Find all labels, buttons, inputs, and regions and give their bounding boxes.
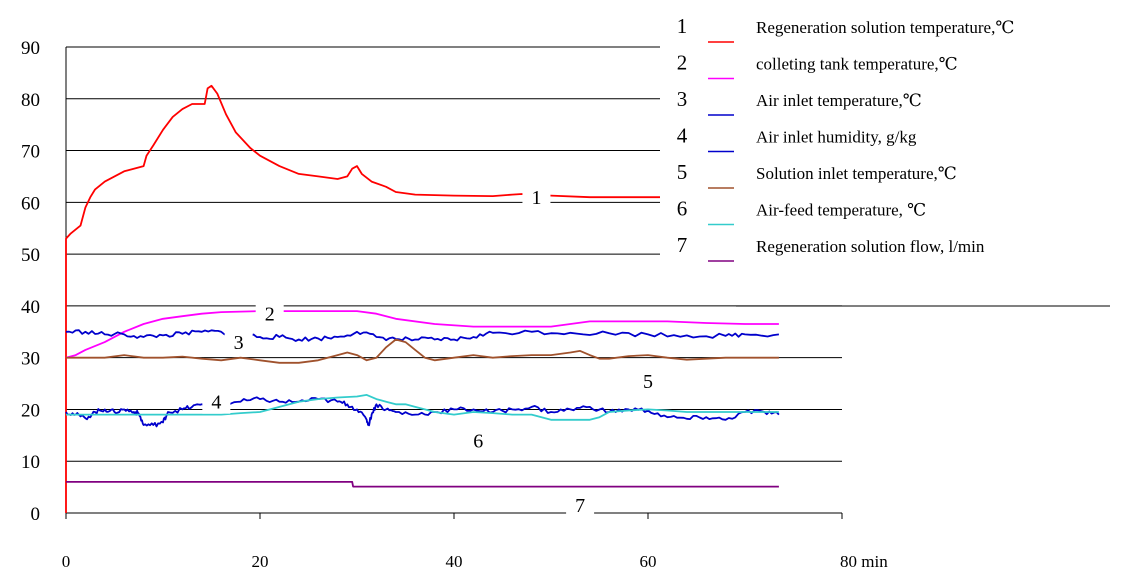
y-tick-label: 60 — [21, 193, 40, 214]
series-label-bg — [522, 183, 551, 210]
y-tick-label: 0 — [31, 504, 41, 525]
legend-label: Regeneration solution temperature,℃ — [756, 18, 1014, 37]
legend-label: Air inlet temperature,℃ — [756, 91, 922, 110]
series-label-bg — [255, 299, 284, 326]
series-6-line — [66, 394, 779, 421]
series-label-bg — [566, 491, 595, 518]
series-4-label: 4 — [211, 392, 221, 414]
legend-number: 2 — [677, 51, 688, 75]
series-lines — [65, 84, 780, 513]
y-tick-label: 30 — [21, 349, 40, 370]
series-5-label: 5 — [643, 371, 653, 393]
legend-label: Regeneration solution flow, l/min — [756, 237, 985, 256]
y-tick-label: 50 — [21, 245, 40, 266]
series-label-bg — [634, 366, 662, 393]
series-label-bg — [202, 387, 231, 414]
x-tick-label: 60 — [640, 552, 657, 571]
y-tick-label: 20 — [21, 400, 40, 421]
legend-background — [660, 0, 1122, 305]
legend-label: Air-feed temperature, ℃ — [756, 201, 926, 220]
x-tick-label: 40 — [446, 552, 463, 571]
y-tick-label: 90 — [21, 38, 40, 59]
y-tick-label: 40 — [21, 297, 40, 318]
series-6-label: 6 — [473, 431, 483, 453]
x-tick-labels: 0 20 40 60 — [62, 552, 657, 571]
series-3-line — [65, 329, 780, 342]
legend-label: colleting tank temperature,℃ — [756, 55, 958, 74]
legend: 1 Regeneration solution temperature,℃ 2 col… — [660, 0, 1122, 307]
series-7-line — [66, 481, 779, 488]
legend-number: 3 — [677, 87, 688, 111]
legend-number: 6 — [677, 197, 688, 221]
legend-number: 5 — [677, 160, 688, 184]
y-tick-label: 80 — [21, 90, 40, 111]
x-tick-label: 0 — [62, 552, 71, 571]
series-2-line — [65, 310, 779, 359]
series-label-bg — [464, 426, 493, 453]
legend-number: 7 — [677, 233, 688, 257]
legend-label: Solution inlet temperature,℃ — [756, 164, 957, 183]
y-tick-label: 10 — [21, 452, 40, 473]
series-2-label: 2 — [265, 304, 275, 326]
series-1-label: 1 — [531, 187, 541, 209]
x-axis-unit-label: 80 min — [840, 552, 888, 571]
y-tick-labels: 0 10 20 30 40 50 60 70 80 90 — [21, 38, 40, 525]
series-4-line — [65, 396, 780, 428]
series-5-line — [66, 338, 779, 364]
series-3-label: 3 — [234, 332, 244, 354]
legend-label: Air inlet humidity, g/kg — [756, 128, 917, 147]
legend-number: 4 — [677, 124, 688, 148]
series-label-bg — [224, 328, 253, 355]
x-tick-label: 20 — [252, 552, 269, 571]
legend-number: 1 — [677, 14, 688, 38]
y-tick-label: 70 — [21, 142, 40, 163]
series-7-label: 7 — [575, 495, 585, 517]
series-1-line — [65, 84, 779, 513]
